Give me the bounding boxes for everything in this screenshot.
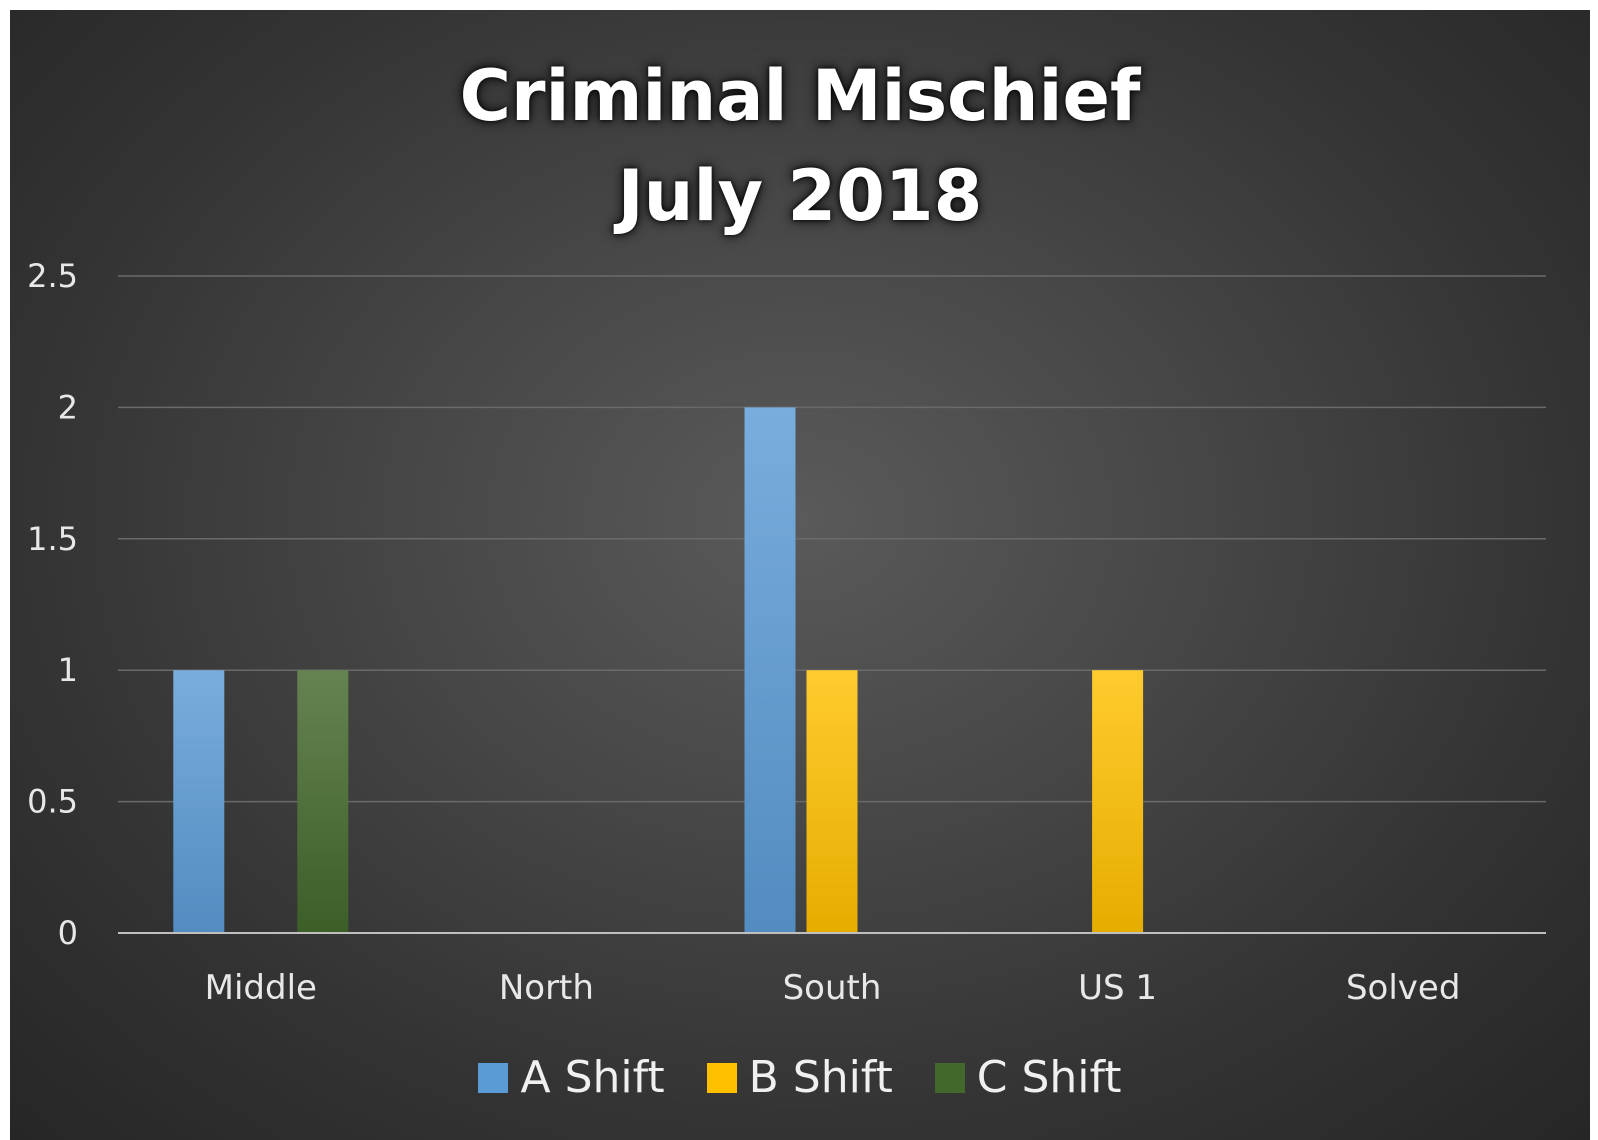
x-category-label: Solved [1346,968,1460,1008]
bars [173,407,1144,933]
y-tick-label: 1.5 [27,520,78,558]
legend-swatch [706,1063,737,1093]
bar-a-shift-middle [173,670,225,933]
x-category-label: US 1 [1078,968,1157,1008]
axes: 0 0.5 1 1.5 2 2.5 Middle North South US 1 Solved [27,257,1546,1008]
x-category-label: South [783,968,882,1008]
bar-a-shift-south [744,407,796,933]
bar-c-shift-middle [297,670,349,933]
bar-b-shift-south [806,670,858,933]
y-tick-label: 2 [58,388,78,426]
legend-item: B Shift [706,1050,893,1106]
x-category-label: Middle [205,968,317,1008]
y-tick-label: 1 [58,651,78,689]
chart-title-line1: Criminal Mischief [459,55,1141,137]
legend-item: C Shift [934,1050,1122,1106]
x-category-label: North [499,968,594,1008]
legend-label: A Shift [520,1052,665,1103]
y-tick-label: 2.5 [27,257,78,295]
legend-swatch [478,1063,509,1093]
bar-plot: 0 0.5 1 1.5 2 2.5 Middle North South US 1 Solved [27,257,1546,1008]
y-tick-label: 0.5 [27,783,78,821]
bar-b-shift-us-1 [1092,670,1144,933]
legend-item: A Shift [478,1050,665,1106]
legend: A Shift B Shift C Shift [10,1050,1590,1106]
y-tick-label: 0 [58,914,78,952]
chart-subtitle: July 2018 [617,155,983,237]
legend-swatch [934,1063,965,1093]
chart-container: Criminal Mischief July 2018 0 0.5 1 1.5 2 2.5… [10,10,1590,1140]
chart-title: Criminal Mischief July 2018 [10,46,1590,246]
legend-label: C Shift [976,1052,1122,1103]
legend-label: B Shift [748,1052,893,1103]
